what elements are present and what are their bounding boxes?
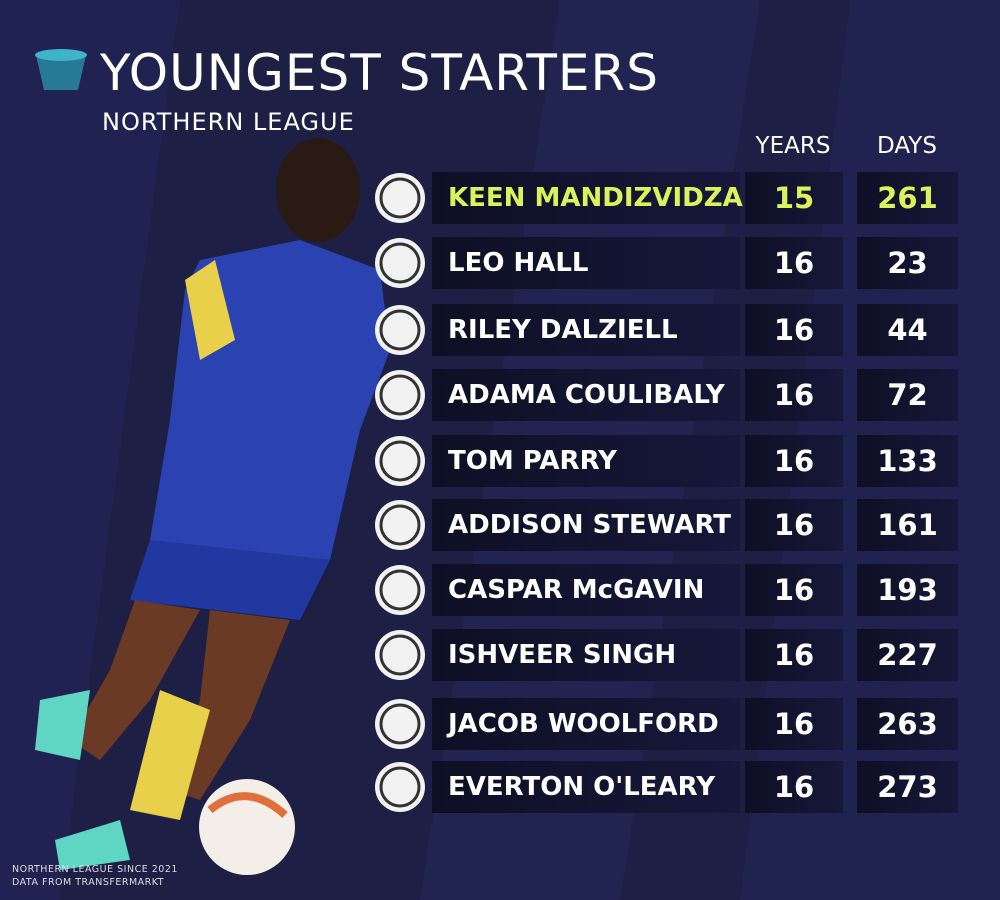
age-days: 72 xyxy=(857,369,958,421)
table-row: EVERTON O'LEARY 16 273 xyxy=(375,761,958,813)
table-row: TOM PARRY 16 133 xyxy=(375,435,958,487)
age-years: 16 xyxy=(745,304,843,356)
club-logo xyxy=(375,238,425,288)
league-logo xyxy=(35,49,87,90)
player-name: EVERTON O'LEARY xyxy=(432,761,740,813)
age-years: 16 xyxy=(745,629,843,681)
age-days: 161 xyxy=(857,499,958,551)
age-days: 227 xyxy=(857,629,958,681)
age-years: 16 xyxy=(745,698,843,750)
club-logo xyxy=(375,500,425,550)
player-name: ADAMA COULIBALY xyxy=(432,369,740,421)
table-row: RILEY DALZIELL 16 44 xyxy=(375,304,958,356)
age-years: 16 xyxy=(745,564,843,616)
age-days: 273 xyxy=(857,761,958,813)
player-name: KEEN MANDIZVIDZA xyxy=(432,172,743,224)
age-years: 16 xyxy=(745,237,843,289)
age-days: 261 xyxy=(857,172,958,224)
player-name: ISHVEER SINGH xyxy=(432,629,740,681)
club-logo xyxy=(375,762,425,812)
age-years: 16 xyxy=(745,435,843,487)
column-header: YEARS xyxy=(755,133,831,159)
column-header: DAYS xyxy=(877,133,937,159)
age-years: 16 xyxy=(745,369,843,421)
footer-note: NORTHERN LEAGUE SINCE 2021 xyxy=(12,864,178,875)
club-logo xyxy=(375,699,425,749)
player-name: RILEY DALZIELL xyxy=(432,304,740,356)
footer-note: DATA FROM TRANSFERMARKT xyxy=(12,877,165,888)
player-name: CASPAR McGAVIN xyxy=(432,564,740,616)
table-row: ADDISON STEWART 16 161 xyxy=(375,499,958,551)
table-row: KEEN MANDIZVIDZA 15 261 xyxy=(375,172,958,224)
age-days: 23 xyxy=(857,237,958,289)
age-days: 44 xyxy=(857,304,958,356)
title: YOUNGEST STARTERS xyxy=(100,44,659,102)
subtitle: NORTHERN LEAGUE xyxy=(102,108,355,136)
player-name: LEO HALL xyxy=(432,237,740,289)
club-logo xyxy=(375,565,425,615)
table-row: ADAMA COULIBALY 16 72 xyxy=(375,369,958,421)
table-row: LEO HALL 16 23 xyxy=(375,237,958,289)
player-name: JACOB WOOLFORD xyxy=(432,698,740,750)
club-logo xyxy=(375,436,425,486)
table-row: CASPAR McGAVIN 16 193 xyxy=(375,564,958,616)
club-logo xyxy=(375,305,425,355)
age-years: 16 xyxy=(745,761,843,813)
age-days: 193 xyxy=(857,564,958,616)
age-years: 16 xyxy=(745,499,843,551)
age-days: 263 xyxy=(857,698,958,750)
player-name: TOM PARRY xyxy=(432,435,740,487)
table-row: ISHVEER SINGH 16 227 xyxy=(375,629,958,681)
player-name: ADDISON STEWART xyxy=(432,499,740,551)
club-logo xyxy=(375,173,425,223)
table-row: JACOB WOOLFORD 16 263 xyxy=(375,698,958,750)
club-logo xyxy=(375,630,425,680)
age-days: 133 xyxy=(857,435,958,487)
player-illustration xyxy=(35,138,390,875)
age-years: 15 xyxy=(745,172,843,224)
club-logo xyxy=(375,370,425,420)
